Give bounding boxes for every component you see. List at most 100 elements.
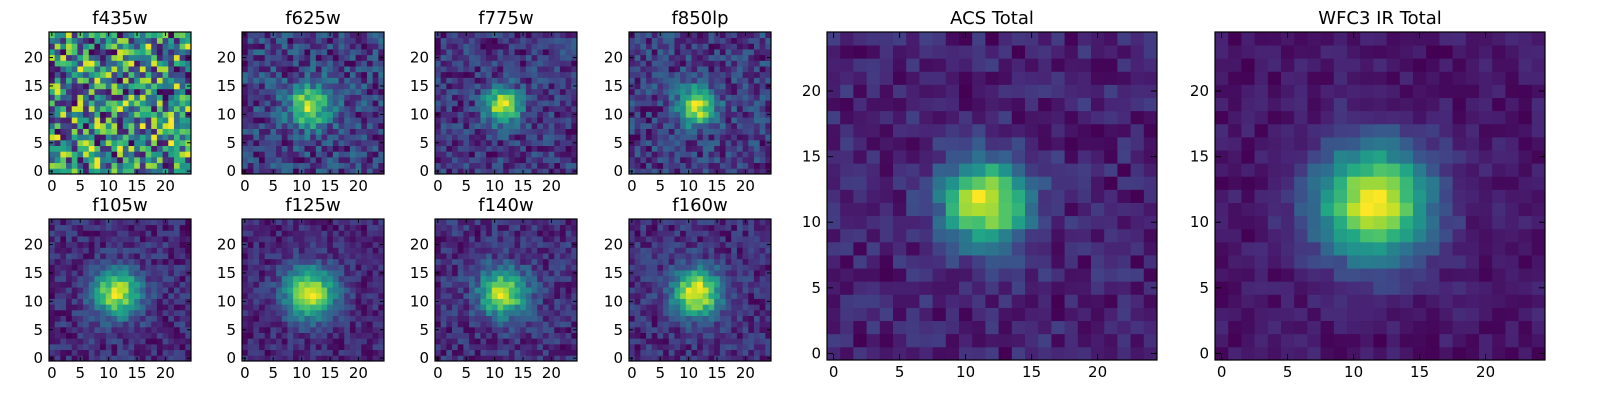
heatmap-cell	[736, 117, 743, 124]
heatmap-cell	[83, 162, 90, 169]
heatmap-cell	[60, 49, 67, 56]
heatmap-cell	[94, 326, 101, 333]
heatmap-cell	[128, 253, 135, 260]
heatmap-cell	[253, 139, 260, 146]
heatmap-cell	[634, 281, 641, 288]
heatmap-cell	[452, 326, 459, 333]
heatmap-cell	[452, 145, 459, 152]
heatmap-cell	[66, 247, 73, 254]
heatmap-cell	[634, 326, 641, 333]
heatmap-cell	[134, 162, 141, 169]
heatmap-cell	[646, 122, 653, 129]
heatmap-cell	[242, 60, 249, 67]
heatmap-cell	[259, 315, 266, 322]
heatmap-cell	[122, 287, 129, 294]
heatmap-cell	[105, 134, 112, 141]
heatmap-cell	[49, 236, 56, 243]
heatmap-cell	[332, 253, 339, 260]
heatmap-cell	[349, 37, 356, 44]
heatmap-cell	[185, 117, 192, 124]
heatmap-cell	[657, 326, 664, 333]
heatmap-cell	[145, 321, 152, 328]
heatmap-cell	[629, 94, 636, 101]
heatmap-cell	[185, 224, 192, 231]
heatmap-cell	[714, 122, 721, 129]
heatmap-cell	[685, 100, 692, 107]
heatmap-cell	[548, 117, 555, 124]
heatmap-cell	[66, 315, 73, 322]
heatmap-cell	[646, 343, 653, 351]
heatmap-cell	[542, 111, 549, 118]
heatmap-cell	[736, 83, 743, 90]
heatmap-cell	[332, 315, 339, 322]
heatmap-cell	[105, 247, 112, 254]
heatmap-cell	[242, 151, 249, 158]
heatmap-cell	[634, 100, 641, 107]
heatmap-cell	[514, 145, 521, 152]
heatmap-cell	[281, 117, 288, 124]
heatmap-cell	[253, 105, 260, 112]
heatmap-cell	[349, 304, 356, 311]
heatmap-cell	[117, 32, 124, 39]
heatmap-cell	[537, 343, 544, 351]
heatmap-cell	[122, 105, 129, 112]
heatmap-cell	[156, 77, 163, 84]
heatmap-cell	[100, 224, 107, 231]
heatmap-cell	[168, 321, 175, 328]
heatmap-cell	[151, 43, 158, 50]
heatmap-cell	[310, 162, 317, 169]
heatmap-cell	[276, 94, 283, 101]
heatmap-cell	[702, 94, 709, 101]
heatmap-cell	[270, 253, 277, 260]
heatmap-cell	[702, 281, 709, 288]
heatmap-cell	[514, 270, 521, 277]
heatmap-cell	[151, 145, 158, 152]
heatmap-cell	[145, 219, 152, 226]
heatmap-cell	[537, 275, 544, 282]
heatmap-cell	[94, 355, 101, 362]
heatmap-cell	[548, 264, 555, 271]
heatmap-cell	[629, 321, 636, 328]
heatmap-cell	[646, 321, 653, 328]
heatmap-cell	[134, 100, 141, 107]
heatmap-cell	[708, 88, 715, 95]
heatmap-cell	[270, 258, 277, 265]
heatmap-cell	[503, 332, 510, 339]
heatmap-cell	[548, 275, 555, 282]
heatmap-cell	[731, 60, 738, 67]
heatmap-cell	[293, 258, 300, 265]
heatmap-cell	[83, 315, 90, 322]
heatmap-cell	[60, 338, 67, 345]
heatmap-cell	[571, 94, 578, 101]
heatmap-cell	[697, 134, 704, 141]
heatmap-cell	[128, 315, 135, 322]
heatmap-cell	[355, 71, 362, 78]
heatmap-cell	[332, 247, 339, 254]
heatmap-cell	[156, 111, 163, 118]
heatmap-cell	[355, 122, 362, 129]
heatmap-cell	[634, 287, 641, 294]
heatmap-cell	[276, 43, 283, 50]
heatmap-cell	[83, 287, 90, 294]
heatmap-cell	[276, 326, 283, 333]
heatmap-cell	[457, 37, 464, 44]
heatmap-cell	[287, 287, 294, 294]
heatmap-cell	[54, 281, 61, 288]
heatmap-cell	[287, 77, 294, 84]
heatmap-cell	[440, 32, 447, 39]
heatmap-cell	[83, 54, 90, 61]
heatmap-cell	[503, 156, 510, 164]
heatmap-cell	[247, 145, 254, 152]
heatmap-cell	[179, 60, 186, 67]
x-tick-label: 15	[320, 364, 339, 382]
heatmap-cell	[105, 66, 112, 73]
heatmap-cell	[54, 304, 61, 311]
heatmap-cell	[457, 94, 464, 101]
heatmap-cell	[168, 270, 175, 277]
heatmap-cell	[83, 321, 90, 328]
heatmap-cell	[646, 281, 653, 288]
y-tick-label: 15	[410, 77, 429, 95]
heatmap-cell	[242, 134, 249, 141]
heatmap-cell	[173, 287, 181, 294]
heatmap-cell	[270, 270, 277, 277]
